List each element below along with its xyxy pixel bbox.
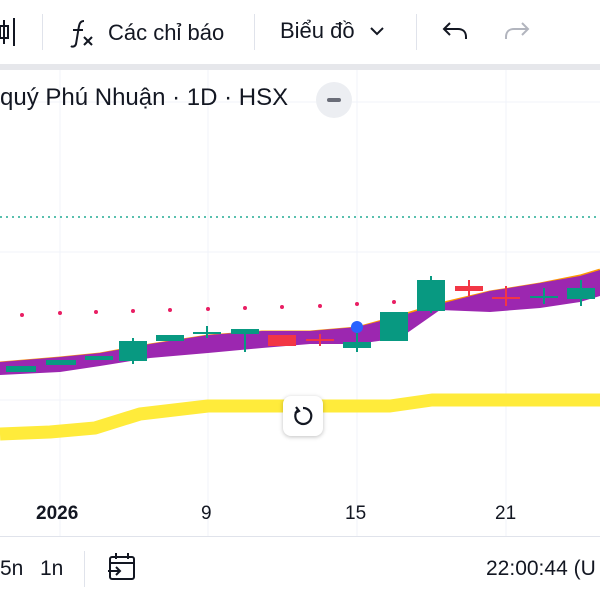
legend-collapse-button[interactable] [316,82,352,118]
redo-icon [505,22,530,39]
chart-type-label: Biểu đồ [280,18,355,43]
minus-icon [327,98,341,102]
x-axis-label: 9 [201,503,212,524]
bottom-toolbar: 5n 1n 22:00:44 (U [0,536,600,601]
x-axis-label: 15 [345,503,367,524]
orange-line [0,268,600,365]
purple-cloud [0,270,600,375]
top-toolbar: Các chỉ báo Biểu đồ [0,0,600,64]
refresh-icon [294,406,313,426]
indicators-button[interactable]: Các chỉ báo [68,18,224,48]
dots-series [20,300,396,317]
price-chart[interactable] [0,70,600,536]
candles [6,276,595,372]
chevron-down-icon [369,27,384,36]
symbol-legend-title[interactable]: quý Phú Nhuận · 1D · HSX [0,84,289,111]
redo-button[interactable] [504,20,530,42]
function-icon [70,20,93,48]
toolbar-separator [42,14,43,50]
time-display[interactable]: 22:00:44 (U [486,557,596,580]
reset-chart-button[interactable] [283,396,323,436]
go-to-date-button[interactable] [106,551,138,588]
undo-button[interactable] [442,20,468,42]
candles-icon[interactable] [0,16,20,48]
range-1n-button[interactable]: 1n [40,557,64,580]
undo-icon [442,22,467,39]
toolbar-divider [0,64,600,70]
bottom-separator [84,551,85,587]
yellow-band [0,393,600,441]
toolbar-separator [416,14,417,50]
indicators-label: Các chỉ báo [108,20,225,45]
x-axis-label: 21 [495,503,517,524]
toolbar-separator [254,14,255,50]
calendar-arrow-icon [108,553,135,580]
blue-marker [351,321,363,333]
range-5n-button[interactable]: 5n [0,557,24,580]
x-axis-label: 2026 [36,503,79,524]
chart-type-button[interactable]: Biểu đồ [280,18,385,44]
